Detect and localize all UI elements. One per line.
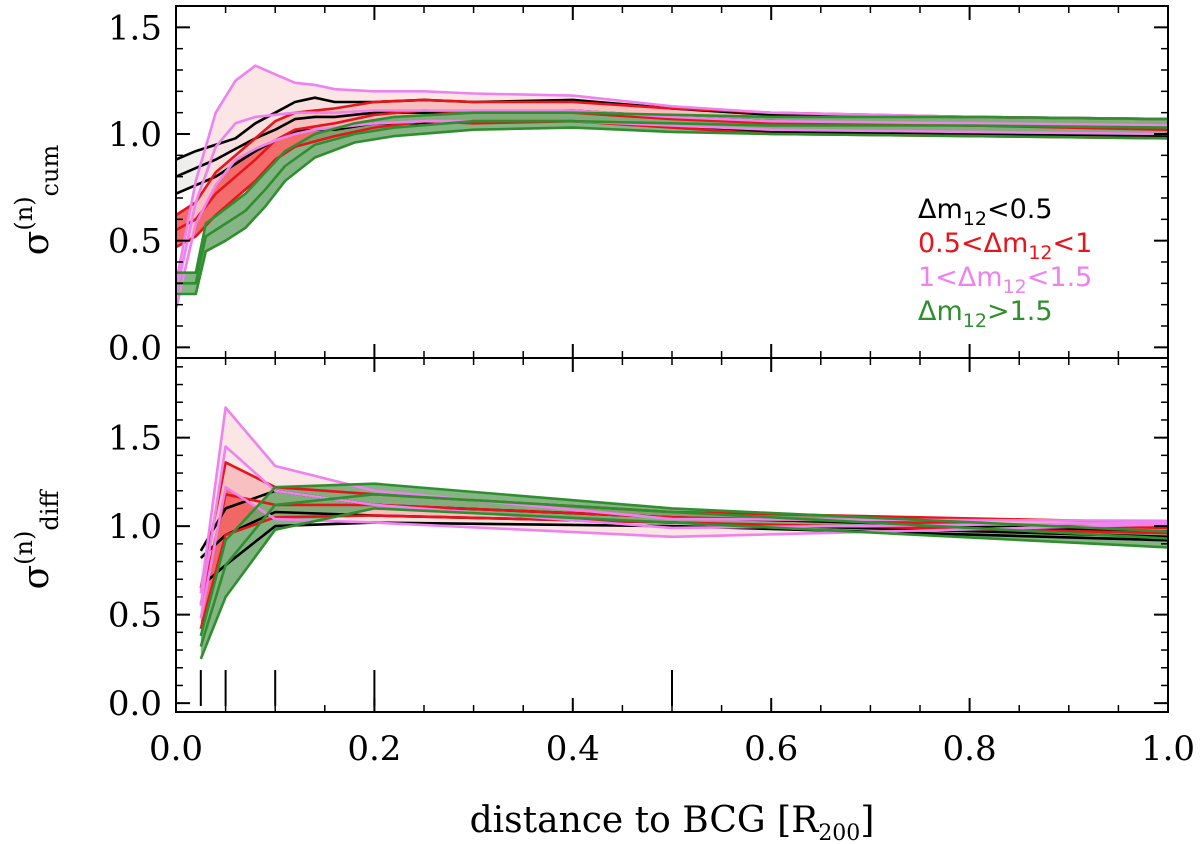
bottom-y-tick-label: 1.0: [108, 507, 162, 547]
top-line-series-4-median: [176, 119, 1168, 285]
bottom-axes: 0.0 0.5 1.0 1.5 0.0 0.2 0.4 0.6 0.8 1.0: [108, 357, 1195, 769]
bottom-line-series-3-lower: [199, 485, 1168, 619]
top-line-series-2-median: [176, 109, 1168, 232]
top-plot-area: [176, 64, 1168, 310]
bottom-panel: 0.0 0.5 1.0 1.5 0.0 0.2 0.4 0.6 0.8 1.0 σ(n)diff: [10, 357, 1195, 769]
bottom-line-series-4-median: [199, 492, 1168, 647]
top-line-series-4-lower: [176, 126, 1168, 296]
bottom-line-series-2-lower: [199, 514, 1168, 630]
top-series-group: [176, 64, 1168, 310]
legend-entry-1: Δm12<0.5: [918, 194, 1053, 230]
bottom-y-tick-label: 0.0: [108, 684, 162, 724]
top-y-tick-label: 0.0: [108, 328, 162, 368]
bottom-band-series-3: [200, 407, 1168, 619]
bottom-line-series-4-lower: [199, 507, 1168, 660]
top-y-axis-title: σ(n)cum: [10, 145, 64, 256]
top-y-tick-label: 0.5: [108, 222, 162, 262]
x-tick-label: 0.2: [347, 729, 401, 769]
legend-entry-4: Δm12>1.5: [918, 296, 1053, 332]
bottom-line-series-1-lower: [199, 521, 1168, 588]
bottom-y-tick-label: 0.5: [108, 596, 162, 636]
bottom-line-series-3-upper: [199, 406, 1168, 594]
x-axis-title: distance to BCG [R200]: [470, 800, 875, 844]
legend-entry-3: 1<Δm12<1.5: [918, 262, 1092, 298]
top-y-tick-label: 1.5: [108, 8, 162, 48]
top-axes: 0.0 0.5 1.0 1.5: [108, 5, 1169, 368]
bottom-plot-area: [199, 406, 1168, 660]
x-tick-label: 1.0: [1141, 729, 1195, 769]
top-band-series-4: [176, 112, 1168, 294]
x-tick-label: 0.4: [546, 729, 600, 769]
top-line-series-3-median: [176, 109, 1168, 295]
bottom-line-series-4-upper: [199, 482, 1168, 637]
x-tick-label: 0.8: [943, 729, 997, 769]
x-tick-label: 0.6: [744, 729, 798, 769]
bottom-series-group: [199, 406, 1168, 660]
top-line-series-4-upper: [176, 111, 1168, 275]
bottom-y-axis-title: σ(n)diff: [10, 489, 64, 590]
top-line-series-3-upper: [176, 64, 1168, 284]
top-line-series-2-lower: [176, 119, 1168, 249]
legend-entry-2: 0.5<Δm12<1: [918, 228, 1092, 264]
bottom-y-tick-label: 1.5: [108, 419, 162, 459]
top-panel: 0.0 0.5 1.0 1.5 σ(n)cum Δm12<0.50.5<Δm12<11…: [10, 5, 1169, 368]
top-y-tick-label: 1.0: [108, 115, 162, 155]
x-tick-label: 0.0: [149, 729, 203, 769]
bottom-line-series-2-upper: [199, 461, 1168, 589]
top-band-series-3: [176, 65, 1168, 309]
